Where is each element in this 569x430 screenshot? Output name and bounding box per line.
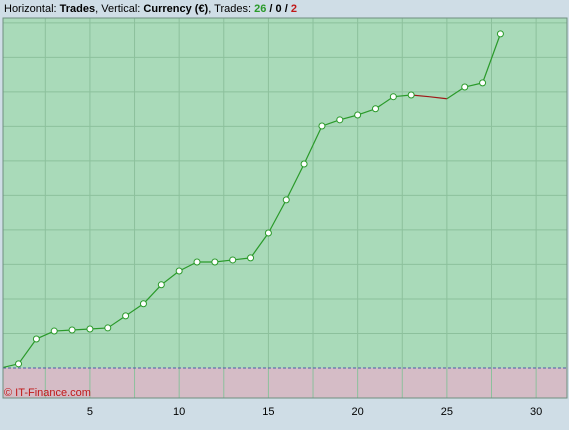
trade-marker bbox=[300, 160, 308, 168]
trade-marker bbox=[479, 79, 487, 87]
trade-marker bbox=[86, 325, 94, 333]
equity-segment bbox=[267, 199, 287, 234]
equity-segment bbox=[482, 33, 501, 84]
trade-marker bbox=[122, 312, 130, 320]
trade-marker bbox=[496, 30, 504, 38]
trade-marker bbox=[371, 105, 379, 113]
trade-marker bbox=[211, 258, 219, 266]
x-tick-label: 5 bbox=[87, 406, 93, 418]
trade-marker bbox=[318, 122, 326, 130]
equity-segment bbox=[250, 232, 269, 259]
trade-marker bbox=[68, 326, 76, 334]
trade-marker bbox=[193, 258, 201, 266]
equity-segment bbox=[428, 96, 447, 100]
trade-marker bbox=[461, 83, 469, 91]
equity-segment bbox=[303, 125, 323, 165]
separator: / bbox=[269, 3, 272, 15]
plot-border bbox=[2, 17, 568, 399]
trade-marker bbox=[282, 196, 290, 204]
trade-marker bbox=[354, 111, 362, 119]
trade-marker bbox=[247, 254, 255, 262]
trade-marker bbox=[15, 360, 23, 368]
header-text: Trades bbox=[60, 3, 95, 15]
watermark: © IT-Finance.com bbox=[4, 387, 91, 399]
equity-segment bbox=[160, 270, 180, 286]
trade-marker bbox=[229, 256, 237, 264]
trade-marker bbox=[407, 91, 415, 99]
plot bbox=[3, 18, 567, 398]
header-text: Horizontal: bbox=[4, 3, 57, 15]
equity-segment bbox=[107, 315, 126, 329]
header-text: Currency (€) bbox=[143, 3, 208, 15]
even-count: 0 bbox=[276, 3, 282, 15]
equity-segment bbox=[143, 284, 162, 305]
positive-area bbox=[3, 18, 567, 368]
trade-marker bbox=[264, 229, 272, 237]
won-count: 26 bbox=[254, 3, 266, 15]
x-tick-label: 30 bbox=[530, 406, 542, 418]
equity-segment bbox=[125, 303, 144, 317]
trade-marker bbox=[139, 300, 147, 308]
negative-area bbox=[3, 367, 567, 398]
trade-marker bbox=[32, 335, 40, 343]
trade-marker bbox=[157, 281, 165, 289]
lost-count: 2 bbox=[291, 3, 297, 15]
equity-segment bbox=[446, 86, 466, 100]
trade-marker bbox=[389, 93, 397, 101]
trade-marker bbox=[104, 324, 112, 332]
trade-marker bbox=[175, 267, 183, 275]
equity-segment bbox=[285, 163, 305, 201]
x-tick-label: 10 bbox=[173, 406, 185, 418]
x-tick-label: 25 bbox=[441, 406, 453, 418]
trade-marker bbox=[336, 116, 344, 124]
trade-marker bbox=[50, 327, 58, 335]
header: Horizontal: Trades, Vertical: Currency (… bbox=[4, 3, 297, 15]
header-text: , Vertical: bbox=[95, 3, 140, 15]
equity-segment bbox=[18, 338, 37, 365]
x-tick-label: 15 bbox=[262, 406, 274, 418]
x-tick-label: 20 bbox=[352, 406, 364, 418]
separator: / bbox=[285, 3, 288, 15]
header-text: , Trades: bbox=[208, 3, 251, 15]
equity-segment bbox=[375, 96, 394, 110]
